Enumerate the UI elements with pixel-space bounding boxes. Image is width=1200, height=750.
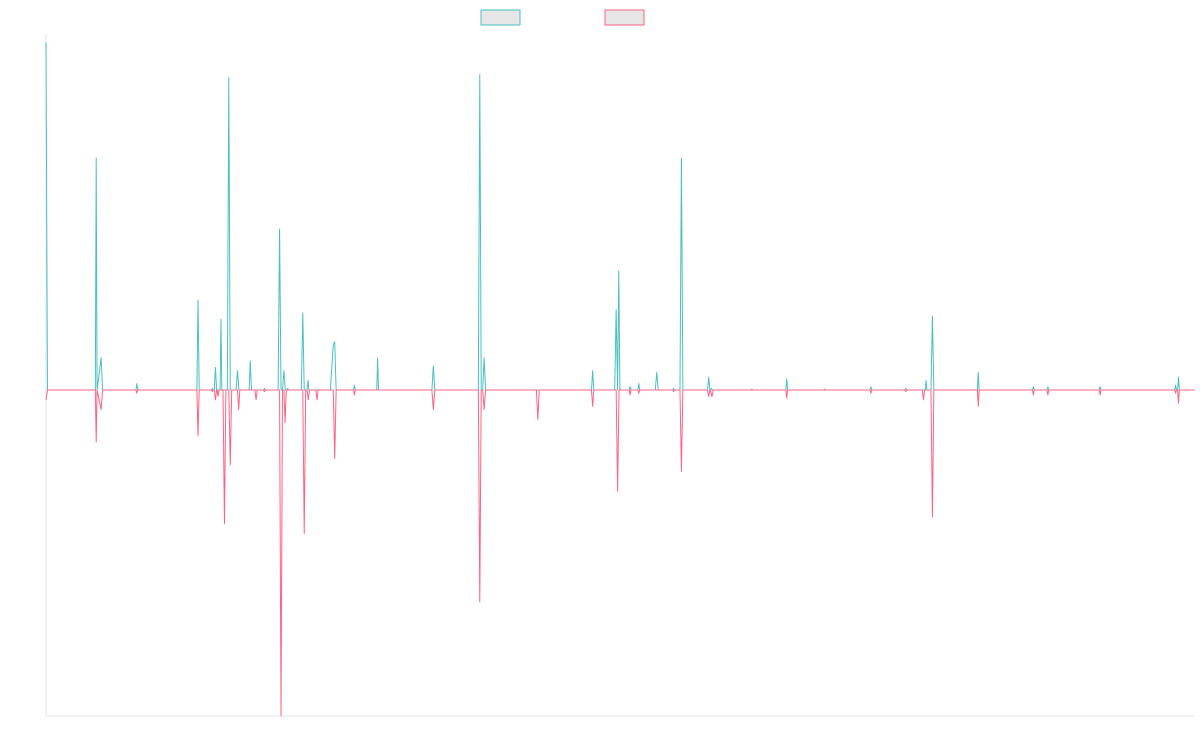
series-line-1 (45, 42, 1195, 391)
plot-area (45, 42, 1195, 717)
legend-swatch-2[interactable] (604, 9, 645, 26)
legend[interactable] (480, 9, 645, 26)
series-line-2 (45, 389, 1195, 717)
legend-swatch-1[interactable] (480, 9, 521, 26)
axes (45, 34, 1195, 717)
